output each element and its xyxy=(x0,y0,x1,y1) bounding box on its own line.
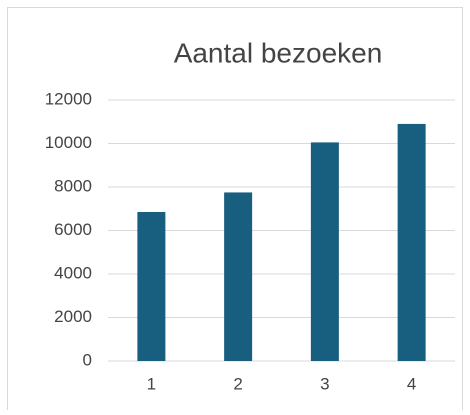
x-tick-label: 2 xyxy=(233,374,242,393)
x-tick-label: 3 xyxy=(320,374,329,393)
y-tick-label: 0 xyxy=(83,350,92,369)
bar xyxy=(310,142,339,361)
y-tick-label: 10000 xyxy=(45,133,92,152)
chart-title: Aantal bezoeken xyxy=(174,37,383,68)
y-tick-label: 8000 xyxy=(54,176,92,195)
bar xyxy=(224,192,253,361)
x-tick-label: 1 xyxy=(147,374,156,393)
bar xyxy=(137,212,166,361)
y-tick-label: 4000 xyxy=(54,263,92,282)
bar xyxy=(397,123,426,361)
y-tick-label: 2000 xyxy=(54,307,92,326)
x-tick-label: 4 xyxy=(407,374,416,393)
y-tick-label: 6000 xyxy=(54,220,92,239)
y-tick-label: 12000 xyxy=(45,89,92,108)
